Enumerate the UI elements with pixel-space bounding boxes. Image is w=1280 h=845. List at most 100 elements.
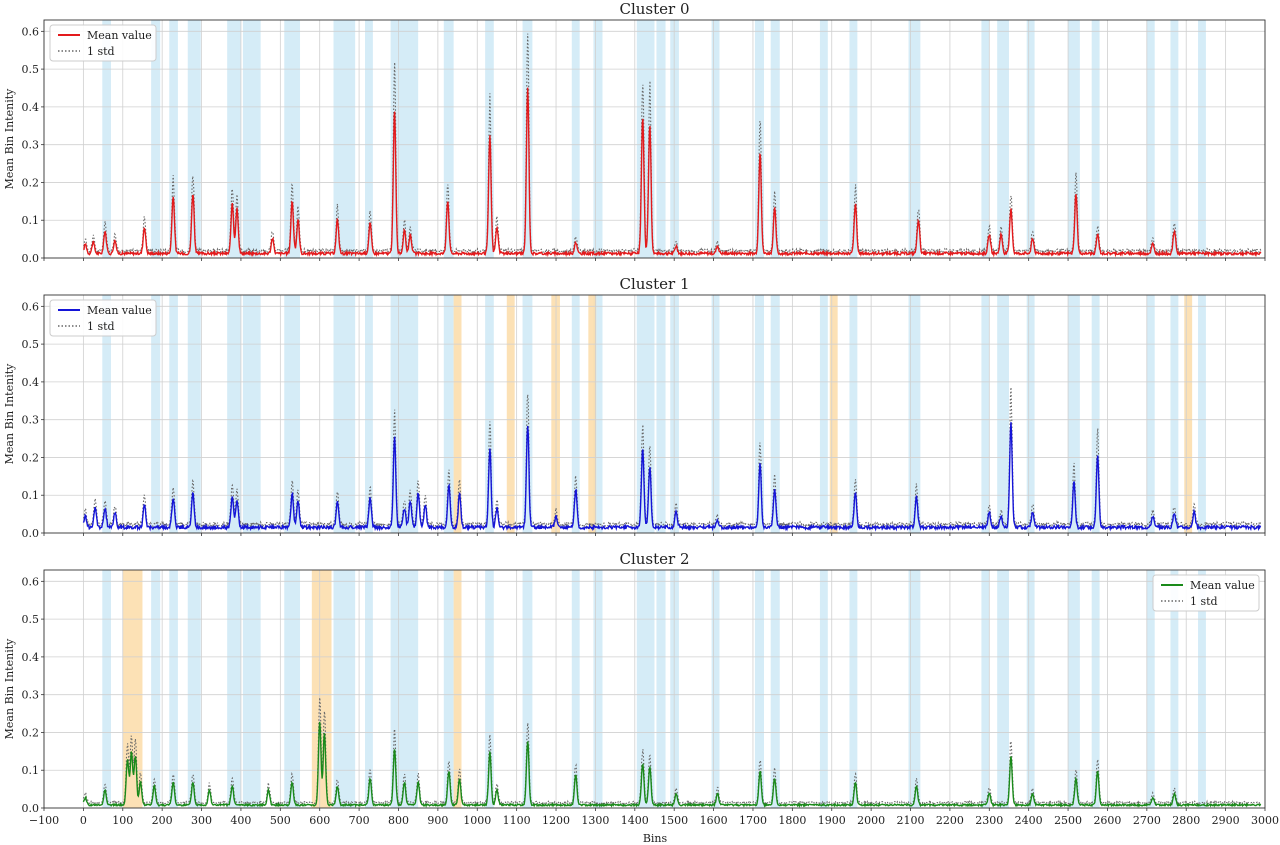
highlight-band: [593, 295, 603, 533]
highlight-band: [819, 20, 828, 258]
x-tick-label: 1300: [581, 814, 609, 827]
highlight-band: [754, 570, 764, 808]
highlight-band-orange: [506, 295, 515, 533]
highlight-band: [242, 295, 261, 533]
highlight-band: [1091, 295, 1100, 533]
highlight-band: [1170, 570, 1179, 808]
std-series: [82, 387, 1262, 529]
highlight-band: [227, 570, 241, 808]
legend-entry-std: 1 std: [87, 320, 115, 333]
highlight-band: [522, 570, 533, 808]
legend: Mean value 1 std: [49, 299, 157, 337]
highlight-band: [770, 570, 780, 808]
y-tick-label: 0.3: [22, 139, 40, 152]
highlight-band: [1068, 570, 1080, 808]
highlight-band: [997, 570, 1009, 808]
highlight-band-orange: [122, 570, 143, 808]
x-tick-label: 1600: [700, 814, 728, 827]
highlight-band: [443, 20, 454, 258]
y-tick-label: 0.3: [22, 414, 40, 427]
x-tick-label: 800: [388, 814, 409, 827]
std-series: [82, 697, 1261, 806]
highlight-band: [187, 20, 201, 258]
highlight-band-orange: [311, 570, 332, 808]
highlight-band: [169, 20, 178, 258]
highlight-band: [443, 295, 454, 533]
highlight-band: [656, 570, 666, 808]
x-tick-label: 3000: [1251, 814, 1279, 827]
highlight-band: [102, 295, 111, 533]
x-axis-label: Bins: [643, 832, 668, 845]
highlight-band: [485, 295, 494, 533]
x-tick-label: 500: [270, 814, 291, 827]
y-tick-label: 0.5: [22, 338, 40, 351]
legend-entry-mean: Mean value: [1190, 579, 1255, 592]
x-tick-label: 2000: [857, 814, 885, 827]
highlight-band: [656, 20, 666, 258]
y-tick-label: 0.4: [22, 651, 40, 664]
highlight-band: [770, 20, 780, 258]
highlight-band: [656, 295, 666, 533]
highlight-band-orange: [453, 570, 462, 808]
highlight-band: [333, 295, 356, 533]
highlight-band: [593, 570, 603, 808]
highlight-band: [227, 20, 241, 258]
panel-title: Cluster 0: [619, 0, 689, 18]
x-tick-label: 100: [112, 814, 133, 827]
highlight-band: [333, 570, 356, 808]
highlight-band: [365, 295, 373, 533]
highlight-band-orange: [1184, 295, 1193, 533]
x-tick-label: 2900: [1212, 814, 1240, 827]
highlight-band: [711, 295, 720, 533]
x-tick-label: 200: [152, 814, 173, 827]
y-tick-label: 0.1: [22, 214, 40, 227]
highlight-band: [1198, 295, 1206, 533]
highlight-band: [284, 570, 301, 808]
highlight-band: [908, 20, 921, 258]
highlight-band: [485, 570, 494, 808]
y-tick-label: 0.0: [22, 252, 40, 265]
highlight-band: [443, 570, 454, 808]
highlight-band: [1091, 570, 1100, 808]
x-tick-label: 2300: [975, 814, 1003, 827]
highlight-band: [151, 20, 161, 258]
plot-frame: [43, 294, 1266, 534]
x-tick-label: 1200: [542, 814, 570, 827]
y-tick-label: 0.3: [22, 689, 40, 702]
highlight-band: [849, 20, 858, 258]
highlight-band: [169, 570, 178, 808]
highlight-band: [365, 570, 373, 808]
highlight-band: [151, 570, 161, 808]
legend-entry-std: 1 std: [1190, 595, 1218, 608]
highlight-band: [711, 20, 720, 258]
highlight-band: [390, 570, 419, 808]
plot-frame: [43, 19, 1266, 259]
mean-series: [83, 87, 1262, 258]
highlight-band: [284, 20, 301, 258]
highlight-band: [849, 295, 858, 533]
x-tick-label: 2500: [1054, 814, 1082, 827]
x-tick-label: 1900: [818, 814, 846, 827]
highlight-band: [102, 570, 111, 808]
highlight-band: [1068, 20, 1080, 258]
y-tick-label: 0.6: [22, 25, 40, 38]
highlight-band: [242, 570, 261, 808]
x-tick-label: 2400: [1015, 814, 1043, 827]
legend-entry-std: 1 std: [87, 45, 115, 58]
highlight-band: [908, 295, 921, 533]
highlight-band: [390, 295, 419, 533]
x-tick-label: 1000: [463, 814, 491, 827]
mean-series: [82, 721, 1262, 809]
y-tick-label: 0.0: [22, 527, 40, 540]
x-tick-label: 0: [80, 814, 87, 827]
highlight-band: [981, 570, 990, 808]
panel-title: Cluster 1: [619, 275, 689, 293]
highlight-band-orange: [588, 295, 597, 533]
y-tick-label: 0.5: [22, 63, 40, 76]
highlight-band: [571, 20, 580, 258]
highlight-band: [242, 20, 261, 258]
highlight-band: [770, 295, 780, 533]
highlight-band: [522, 20, 533, 258]
highlight-band: [711, 570, 720, 808]
